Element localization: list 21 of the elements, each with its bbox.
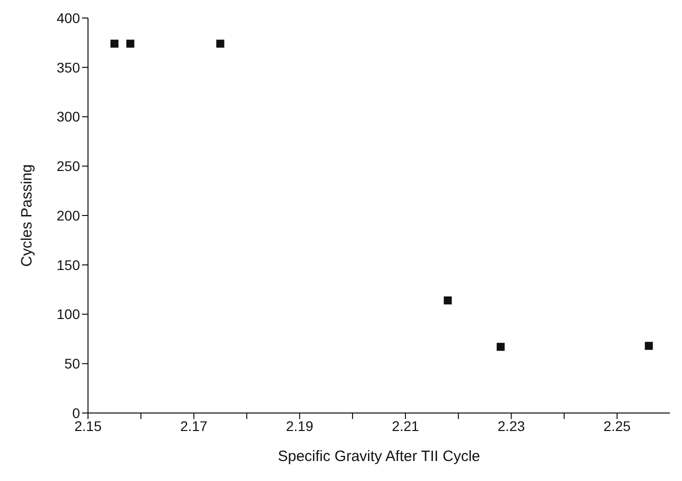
y-tick-label: 250 — [56, 158, 80, 174]
x-tick-label: 2.17 — [180, 418, 208, 434]
y-tick-label: 400 — [56, 10, 80, 26]
y-tick-label: 350 — [56, 59, 80, 76]
x-tick-label: 2.21 — [392, 418, 420, 434]
x-tick-label: 2.19 — [286, 418, 314, 434]
x-tick-label: 2.23 — [498, 418, 526, 434]
y-tick-label: 300 — [56, 108, 80, 125]
y-axis-title: Cycles Passing — [18, 164, 36, 267]
x-tick-label: 2.25 — [603, 418, 631, 434]
y-tick-label: 150 — [56, 256, 80, 273]
point — [216, 40, 224, 48]
point — [444, 296, 452, 304]
y-tick-label: 50 — [64, 356, 80, 372]
point — [644, 342, 653, 350]
point — [126, 40, 134, 48]
point — [496, 342, 505, 351]
x-axis-title: Specific Gravity After TII Cycle — [278, 448, 480, 465]
y-tick-label: 100 — [56, 306, 80, 322]
point — [110, 40, 118, 48]
y-tick-label: 200 — [56, 207, 80, 224]
